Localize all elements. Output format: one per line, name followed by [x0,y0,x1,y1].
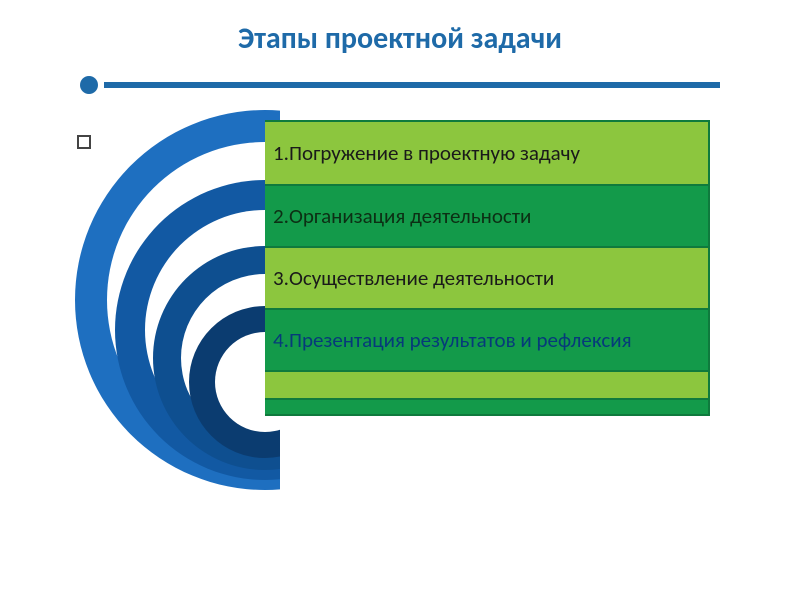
stage-label: 1.Погружение в проектную задачу [273,140,580,166]
rule-bullet [80,76,98,94]
stage-row-1: 1.Погружение в проектную задачу [265,122,708,184]
stage-label: 2.Организация деятельности [273,203,531,229]
stage-row-2: 2.Организация деятельности [265,184,708,246]
stage-label: 3.Осуществление деятельности [273,265,554,291]
stage-row-3: 3.Осуществление деятельности [265,246,708,308]
stage-row-4: 4.Презентация результатов и рефлексия [265,308,708,370]
stage-list: 1.Погружение в проектную задачу 2.Органи… [265,120,710,416]
stage-row-6 [265,398,708,414]
page-title: Этапы проектной задачи [0,0,800,57]
rule-line [104,82,720,88]
stage-row-5 [265,370,708,398]
stage-label: 4.Презентация результатов и рефлексия [273,328,632,352]
